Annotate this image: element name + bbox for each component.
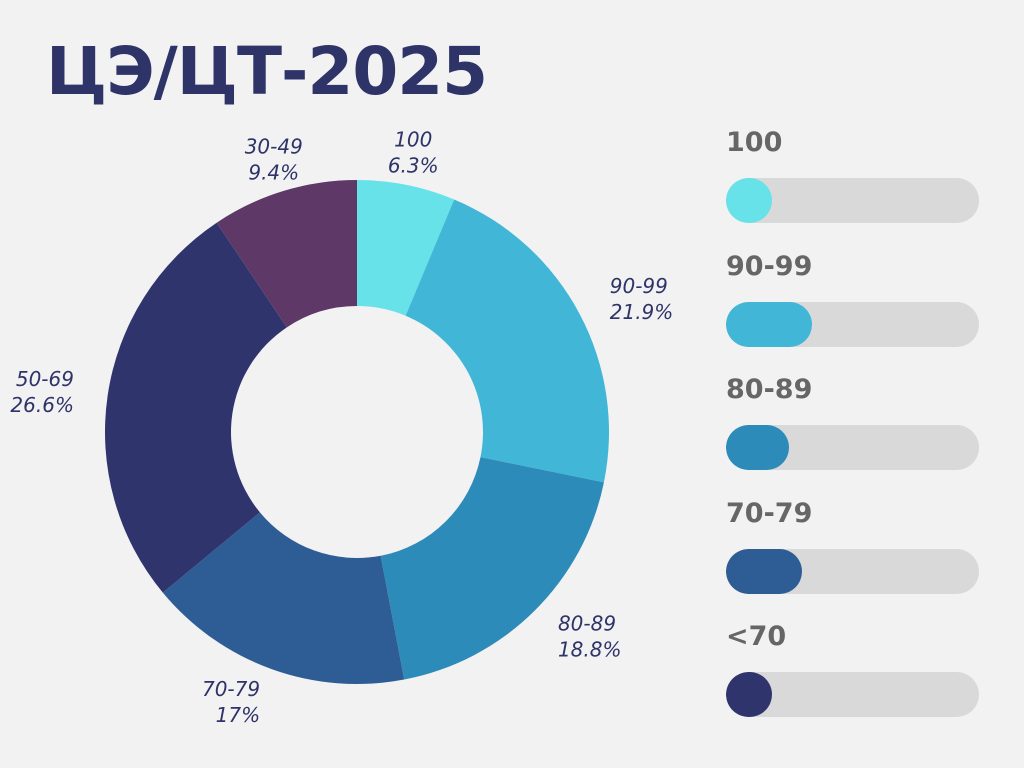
score-bar-fill [726,301,812,347]
score-bar-label: 90-99 [726,250,813,282]
score-bar-group: 90-99 [726,251,986,361]
donut-slice-3 [162,512,405,684]
slice-label-2: 80-89 18.8% [558,611,622,661]
score-bar-label: <70 [726,621,787,652]
score-bar-track [726,425,979,470]
score-bar-group: 80-89 [726,374,986,484]
score-bars: 100 90-99 80-89 70-79 <70 [726,0,986,768]
score-bar-track [726,301,979,347]
slice-percent: 21.9% [610,300,674,324]
score-bar-group: <70 [726,621,986,731]
donut-slice-5 [216,180,357,328]
slice-label-1: 90-99 21.9% [610,274,674,324]
slice-percent: 6.3% [388,154,439,178]
score-bar-fill [726,548,802,594]
slice-category: 100 [394,128,432,152]
score-bar-track [726,548,979,594]
score-bar-label: 100 [726,127,783,158]
slice-percent: 17% [216,703,260,727]
slice-percent: 9.4% [248,160,299,184]
score-bar-fill [726,425,789,470]
score-bar-label: 80-89 [726,374,813,405]
score-bar-fill [726,178,772,223]
donut-slice-0 [357,180,455,316]
slice-category: 90-99 [610,274,668,298]
slice-category: 50-69 [16,367,74,391]
score-bar-label: 70-79 [726,497,813,529]
slice-label-5: 30-49 9.4% [245,134,303,184]
slice-category: 80-89 [558,611,616,635]
slice-percent: 18.8% [558,637,622,661]
score-bar-fill [726,672,772,717]
score-bar-track [726,178,979,223]
score-bar-track [726,672,979,717]
slice-percent: 26.6% [10,393,74,417]
donut-slice-2 [380,457,604,680]
donut-slice-4 [104,222,287,593]
slice-category: 30-49 [245,134,303,158]
slice-category: 70-79 [202,677,260,701]
score-bar-group: 70-79 [726,498,986,608]
score-bar-group: 100 [726,127,986,237]
slice-label-0: 100 6.3% [388,128,439,178]
slice-label-3: 70-79 17% [202,677,260,727]
slice-label-4: 50-69 26.6% [10,367,74,417]
page-title: ЦЭ/ЦТ-2025 [46,33,488,110]
donut-slice-1 [405,199,609,483]
